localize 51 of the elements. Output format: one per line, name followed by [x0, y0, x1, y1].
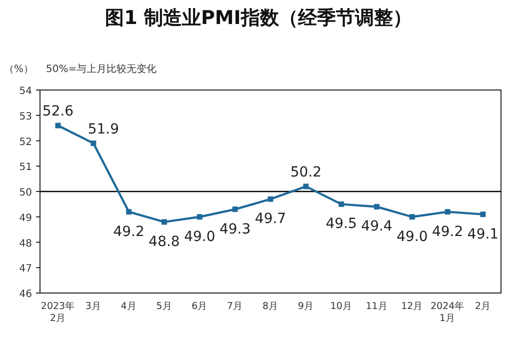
text: 50.2 — [290, 164, 322, 180]
point — [90, 140, 96, 146]
y-tick-label: 54 — [19, 86, 32, 97]
y-tick-label: 47 — [19, 264, 32, 275]
y-tick-label: 51 — [19, 162, 32, 174]
chart-title: 图1 制造业PMI指数（经季节调整） — [105, 7, 412, 29]
text: 49.2 — [113, 224, 144, 240]
x-tick-label: 6月 — [192, 301, 208, 312]
text: 51.9 — [88, 121, 120, 138]
point — [196, 214, 202, 220]
x-tick-label: 2024年 1月 — [430, 300, 465, 324]
y-axis-title: （%） — [4, 64, 34, 75]
point — [338, 201, 344, 207]
x-tick-label: 9月 — [298, 301, 314, 312]
point — [444, 209, 450, 215]
y-tick-label: 53 — [19, 111, 32, 122]
y-tick-label: 52 — [19, 136, 32, 148]
text: 49.0 — [184, 228, 216, 245]
x-tick-label: 2023年 2月 — [40, 300, 76, 324]
text: 49.1 — [467, 226, 499, 242]
text: 49.4 — [361, 218, 392, 235]
x-tick-label: 5月 — [156, 301, 172, 312]
text: 49.3 — [219, 221, 251, 238]
x-tick-label: 12月 — [401, 301, 424, 312]
point — [55, 122, 61, 128]
text: 49.0 — [396, 228, 428, 245]
point — [232, 206, 238, 212]
y-tick-label: 49 — [19, 212, 32, 224]
point — [374, 204, 380, 210]
point — [409, 214, 415, 220]
y-tick-label: 50 — [19, 188, 32, 198]
point — [480, 212, 486, 218]
text: 49.7 — [254, 211, 286, 228]
text: 49.2 — [432, 224, 464, 240]
y-tick-label: 48 — [19, 238, 32, 250]
x-tick-label: 2月 — [474, 301, 492, 312]
point — [162, 219, 167, 225]
x-tick-label: 3月 — [85, 301, 102, 312]
x-tick-label: 8月 — [262, 301, 279, 312]
text: 48.8 — [148, 234, 180, 250]
point — [268, 196, 274, 202]
x-tick-label: 4月 — [120, 301, 137, 312]
x-tick-label: 7月 — [227, 301, 244, 312]
text: 52.6 — [42, 104, 74, 120]
point — [126, 209, 132, 215]
point — [303, 184, 309, 190]
y-tick-label: 46 — [19, 289, 32, 300]
text: 50%=与上月比较无变化 — [46, 63, 157, 75]
text: 49.5 — [326, 216, 357, 232]
x-tick-label: 11月 — [366, 301, 388, 312]
x-tick-label: 10月 — [330, 301, 352, 312]
